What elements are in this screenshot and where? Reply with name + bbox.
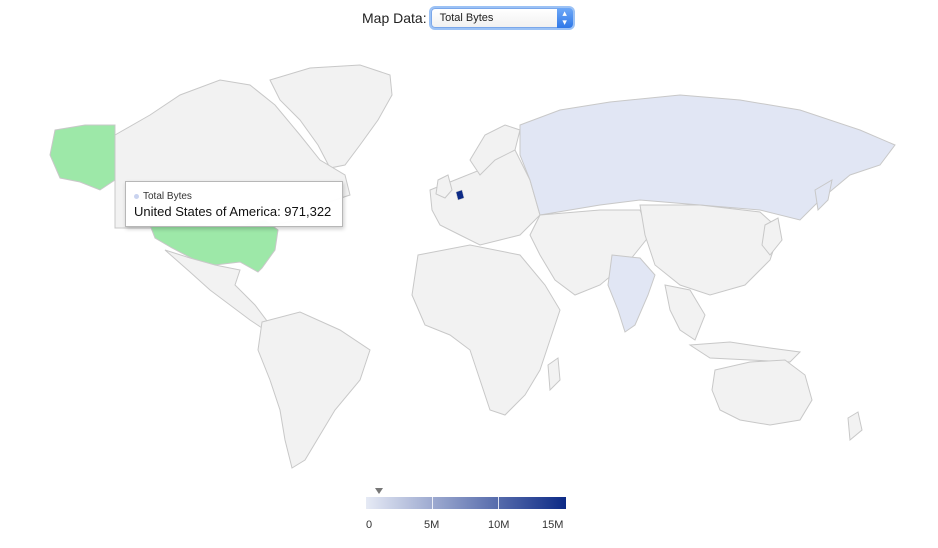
kamchatka[interactable] — [814, 179, 833, 212]
tooltip-value: United States of America: 971,322 — [134, 204, 332, 219]
map-data-select[interactable]: Total Bytes ▴ ▾ — [430, 8, 573, 28]
alaska[interactable] — [49, 124, 116, 191]
legend-tick-5m: 5M — [424, 519, 440, 531]
southeast-asia[interactable] — [664, 284, 706, 341]
middle-east-central-asia[interactable] — [529, 209, 651, 296]
legend-tick-0: 0 — [366, 519, 373, 531]
japan[interactable] — [761, 217, 783, 256]
scandinavia[interactable] — [469, 124, 521, 176]
new-zealand[interactable] — [847, 411, 863, 441]
color-legend: 0 5M 10M 15M — [366, 488, 568, 533]
russia[interactable] — [519, 94, 896, 221]
legend-gradient-bar — [366, 497, 566, 509]
africa[interactable] — [411, 244, 561, 416]
india[interactable] — [607, 254, 656, 333]
chevron-up-down-icon: ▴ ▾ — [556, 8, 573, 28]
australia[interactable] — [711, 359, 813, 426]
legend-tick-10m: 10M — [488, 519, 510, 531]
legend-divider — [432, 497, 433, 509]
country-tooltip: Total Bytes United States of America: 97… — [125, 181, 343, 227]
united-kingdom[interactable] — [435, 174, 453, 199]
series-dot-icon — [134, 194, 139, 199]
map-data-label: Map Data: — [362, 10, 427, 26]
china-east-asia[interactable] — [639, 204, 781, 296]
madagascar[interactable] — [547, 357, 561, 392]
world-map[interactable] — [0, 40, 938, 480]
map-data-select-value: Total Bytes — [439, 12, 494, 24]
legend-tick-15m: 15M — [542, 519, 564, 531]
legend-divider — [498, 497, 499, 509]
greenland[interactable] — [269, 64, 393, 169]
tooltip-series-name: Total Bytes — [143, 191, 192, 202]
map-data-control: Map Data: Total Bytes ▴ ▾ — [362, 7, 573, 29]
south-america[interactable] — [257, 311, 371, 469]
indonesia[interactable] — [688, 341, 802, 363]
usa[interactable] — [149, 219, 279, 273]
legend-marker-icon — [375, 488, 383, 494]
netherlands[interactable] — [455, 189, 465, 201]
